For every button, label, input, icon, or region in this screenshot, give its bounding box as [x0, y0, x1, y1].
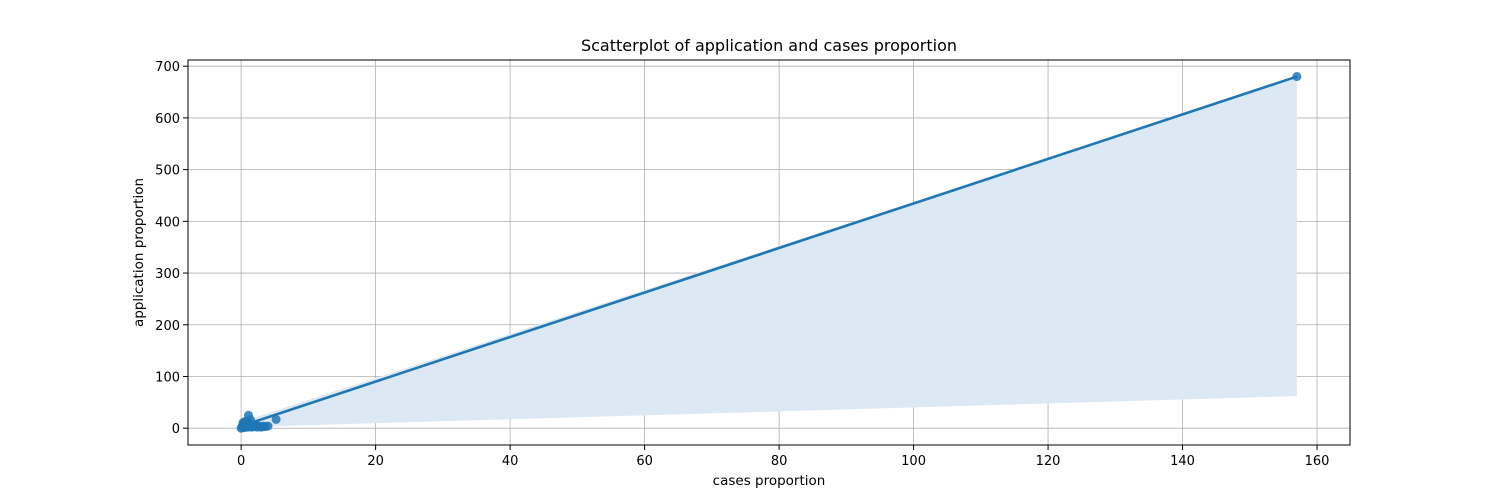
x-axis-label: cases proportion — [713, 473, 826, 489]
chart-title: Scatterplot of application and cases pro… — [581, 36, 957, 55]
plot-frame — [187, 59, 1351, 446]
x-tick-label: 120 — [1036, 454, 1061, 469]
x-axis-ticks: 0 20 40 60 80 100 120 140 160 — [237, 445, 1329, 469]
x-tick-label: 0 — [237, 454, 245, 469]
y-tick-label: 500 — [155, 164, 180, 179]
y-tick-label: 200 — [155, 319, 180, 334]
y-tick-label: 100 — [155, 370, 180, 385]
y-tick-label: 400 — [155, 215, 180, 230]
y-tick-label: 700 — [155, 60, 180, 75]
regression-line — [240, 75, 1298, 428]
x-tick-label: 160 — [1305, 454, 1330, 469]
data-point — [263, 421, 273, 431]
y-tick-label: 600 — [155, 112, 180, 127]
x-tick-label: 80 — [771, 454, 788, 469]
y-tick-label: 0 — [172, 422, 180, 437]
y-axis-ticks: 0 100 200 300 400 500 600 700 — [155, 60, 188, 437]
x-tick-label: 40 — [502, 454, 519, 469]
x-tick-label: 60 — [636, 454, 653, 469]
y-tick-label: 300 — [155, 267, 180, 282]
x-tick-label: 100 — [901, 454, 926, 469]
regression-layer — [240, 75, 1298, 428]
y-axis-label: application proportion — [131, 178, 147, 327]
x-tick-label: 20 — [367, 454, 384, 469]
data-point — [271, 414, 281, 424]
x-tick-label: 140 — [1170, 454, 1195, 469]
